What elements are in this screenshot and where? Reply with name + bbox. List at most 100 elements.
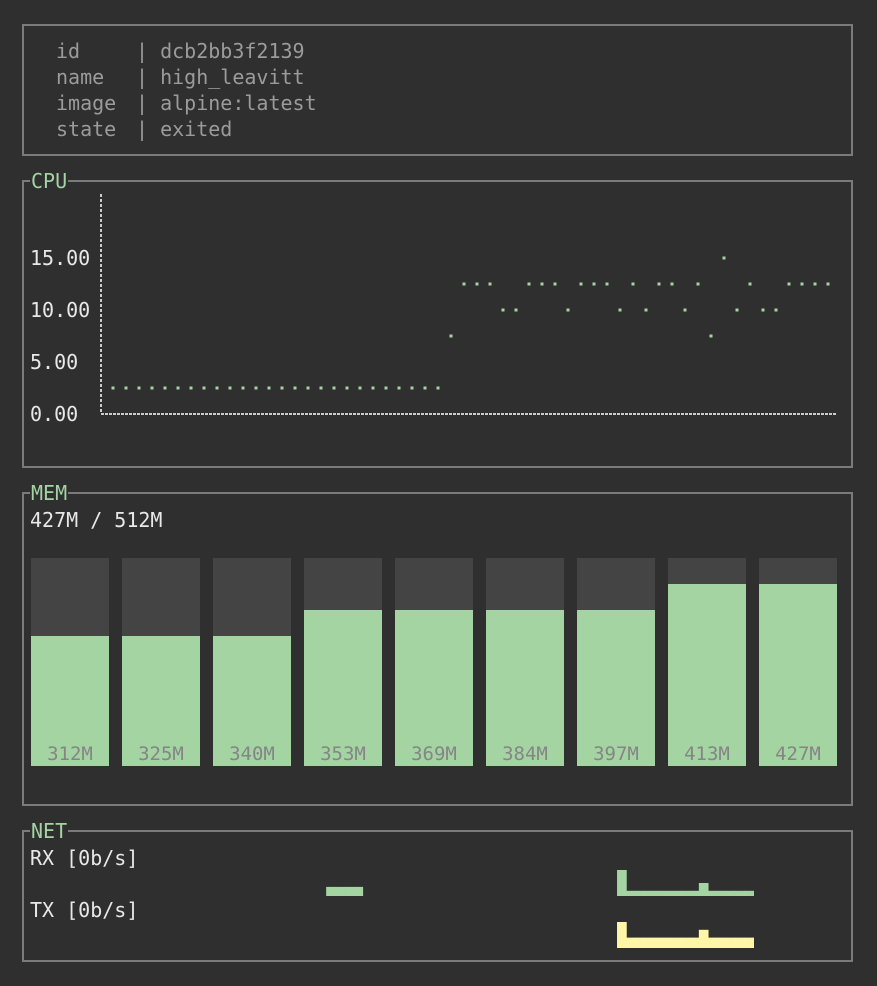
rx-bar bbox=[717, 890, 727, 896]
tx-bar bbox=[635, 937, 645, 948]
cpu-point bbox=[137, 386, 141, 390]
cpu-point bbox=[527, 282, 531, 286]
cpu-tick-label: 10.00 bbox=[30, 298, 90, 322]
rx-bar bbox=[353, 886, 364, 896]
cpu-point bbox=[501, 308, 505, 312]
cpu-point bbox=[722, 256, 726, 260]
cpu-point bbox=[306, 386, 310, 390]
mem-bar bbox=[486, 610, 564, 766]
mem-bar-label: 369M bbox=[411, 743, 457, 765]
info-row-image: image | alpine:latest bbox=[56, 91, 317, 115]
mem-bar bbox=[759, 584, 837, 766]
rx-bar bbox=[689, 890, 700, 896]
mem-bar-label: 384M bbox=[502, 743, 548, 765]
mem-bar-label: 413M bbox=[684, 743, 730, 765]
mem-bar-label: 397M bbox=[593, 743, 639, 765]
cpu-point bbox=[124, 386, 128, 390]
mem-bar-label: 312M bbox=[47, 743, 93, 765]
cpu-point bbox=[241, 386, 245, 390]
cpu-point bbox=[176, 386, 180, 390]
mem-panel: MEM 427M / 512M 312M 325M 340M 353M 369M 384M… bbox=[22, 482, 853, 806]
tx-bar bbox=[707, 937, 718, 948]
cpu-point bbox=[540, 282, 544, 286]
rx-bar bbox=[635, 890, 645, 896]
info-row-name: name | high_leavitt bbox=[56, 65, 305, 89]
mem-bar bbox=[668, 584, 746, 766]
info-row-state: state | exited bbox=[56, 117, 233, 141]
mem-chart: 312M 325M 340M 353M 369M 384M 397M 413M 427M bbox=[31, 558, 837, 766]
info-key: name bbox=[56, 65, 105, 89]
info-row-id: id | dcb2bb3f2139 bbox=[56, 39, 305, 63]
cpu-point bbox=[215, 386, 219, 390]
rx-bar bbox=[707, 890, 718, 896]
cpu-point bbox=[345, 386, 349, 390]
cpu-point bbox=[462, 282, 466, 286]
tx-bar bbox=[680, 937, 691, 948]
cpu-point bbox=[332, 386, 336, 390]
tx-bar bbox=[662, 937, 673, 948]
tx-bar bbox=[671, 937, 682, 948]
cpu-point bbox=[657, 282, 661, 286]
cpu-point bbox=[293, 386, 297, 390]
cpu-panel-title: CPU bbox=[30, 169, 69, 193]
rx-bar bbox=[735, 890, 745, 896]
rx-bar bbox=[626, 890, 636, 896]
cpu-point bbox=[605, 282, 609, 286]
info-value: alpine:latest bbox=[160, 91, 317, 115]
cpu-tick-label: 0.00 bbox=[30, 402, 78, 426]
info-value: high_leavitt bbox=[160, 65, 305, 89]
cpu-point bbox=[592, 282, 596, 286]
cpu-point bbox=[111, 386, 115, 390]
cpu-point bbox=[228, 386, 232, 390]
rx-bar bbox=[726, 890, 736, 896]
cpu-point bbox=[696, 282, 700, 286]
mem-summary: 427M / 512M bbox=[30, 508, 163, 532]
mem-bar bbox=[304, 610, 382, 766]
rx-bar bbox=[698, 883, 709, 896]
cpu-point bbox=[397, 386, 401, 390]
mem-bar bbox=[122, 636, 200, 766]
mem-bar bbox=[395, 610, 473, 766]
net-panel-title: NET bbox=[30, 819, 69, 843]
cpu-point bbox=[384, 386, 388, 390]
info-key: id bbox=[56, 39, 81, 63]
cpu-point bbox=[189, 386, 193, 390]
tx-bar bbox=[744, 937, 754, 948]
tx-bar bbox=[689, 937, 700, 948]
cpu-point bbox=[202, 386, 206, 390]
rx-bar bbox=[344, 886, 355, 896]
tx-bar bbox=[717, 937, 727, 948]
cpu-point bbox=[761, 308, 765, 312]
cpu-point bbox=[579, 282, 583, 286]
cpu-point bbox=[163, 386, 167, 390]
cpu-point bbox=[514, 308, 518, 312]
mem-panel-title: MEM bbox=[30, 481, 69, 505]
cpu-tick-label: 15.00 bbox=[30, 246, 90, 270]
cpu-point bbox=[735, 308, 739, 312]
cpu-point bbox=[787, 282, 791, 286]
rx-bar bbox=[617, 870, 627, 896]
tx-bar bbox=[626, 937, 636, 948]
cpu-point bbox=[371, 386, 375, 390]
cpu-point bbox=[748, 282, 752, 286]
rx-bar bbox=[662, 890, 673, 896]
info-value: exited bbox=[160, 117, 233, 141]
rx-bar bbox=[644, 890, 654, 896]
mem-bar bbox=[213, 636, 291, 766]
cpu-point bbox=[826, 282, 830, 286]
cpu-point bbox=[683, 308, 687, 312]
cpu-point bbox=[280, 386, 284, 390]
rx-bar bbox=[653, 890, 664, 896]
tx-label: TX [0b/s] bbox=[30, 898, 139, 922]
tx-bar bbox=[617, 922, 627, 948]
cpu-point bbox=[488, 282, 492, 286]
mem-bar-label: 353M bbox=[320, 743, 366, 765]
cpu-point bbox=[566, 308, 570, 312]
info-key: state bbox=[56, 117, 117, 141]
cpu-point bbox=[553, 282, 557, 286]
info-value: dcb2bb3f2139 bbox=[160, 39, 305, 63]
rx-bar bbox=[335, 886, 345, 896]
net-panel: NET RX [0b/s] TX [0b/s] bbox=[22, 820, 853, 962]
tx-bar bbox=[735, 937, 745, 948]
cpu-point bbox=[358, 386, 362, 390]
